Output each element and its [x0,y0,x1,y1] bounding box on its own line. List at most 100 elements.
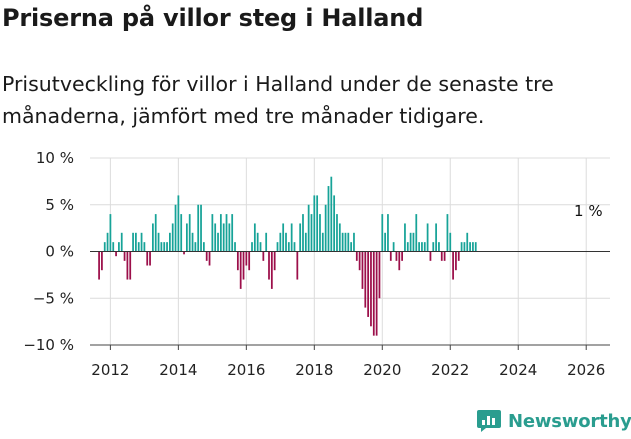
x-tick-label: 2020 [363,361,401,379]
bar [333,195,336,252]
bar [219,214,222,252]
y-tick-label: 5 % [45,196,74,214]
bar [200,204,202,252]
bar [143,242,146,252]
bar [129,251,132,280]
bar [421,242,423,252]
bar [228,223,231,252]
bar [270,251,273,289]
bar [398,251,401,271]
bar [166,242,168,252]
x-tick-label: 2024 [499,361,537,379]
bar [163,242,166,252]
x-tick-label: 2014 [159,361,197,379]
bar [234,242,236,252]
x-tick-label: 2016 [227,361,265,379]
labels: 10 % 5 % 0 % −5 % −10 % 2012 2014 2016 2018 2020 2… [23,149,605,379]
bar [432,242,435,252]
bar [355,251,358,261]
bar [367,251,370,317]
bar [358,251,361,271]
x-tick-label: 2026 [567,361,605,379]
bar [378,251,381,299]
bar [98,251,100,280]
bar [205,251,208,261]
bar [353,232,355,252]
bar [197,204,200,252]
bar [135,232,137,252]
y-tick-label: −10 % [23,336,74,354]
bar [469,242,471,252]
bar [208,251,211,266]
bar [395,251,398,261]
bar [336,214,338,252]
x-tick-label: 2012 [91,361,129,379]
bar [169,232,171,252]
newsworthy-logo-icon [477,410,501,432]
bar [341,232,344,252]
bar [137,242,140,252]
bar [418,242,420,252]
bar [429,251,432,261]
bar [251,242,253,252]
bar [293,242,296,252]
bar [256,232,259,252]
bar [304,232,307,252]
bar [426,223,429,252]
bar [211,214,214,252]
bar [109,214,112,252]
bar [344,232,347,252]
chart-title: Priserna på villor steg i Halland [2,4,424,32]
bar [435,223,437,252]
bar [401,251,403,261]
bar [174,204,177,252]
bar [438,242,440,252]
bar [140,232,143,252]
bar [103,242,106,252]
bar [350,242,353,252]
bar [474,242,477,252]
bar [160,242,163,252]
y-tick-label: 0 % [45,243,74,261]
bar [106,232,109,252]
bar [415,214,418,252]
bar [460,242,463,252]
bar [276,242,279,252]
bar [287,242,290,252]
bar [188,214,191,252]
bar [118,242,120,252]
bar [268,251,270,280]
bar [472,242,474,252]
bar [214,223,217,252]
bar [361,251,364,289]
bar [316,195,319,252]
bar [387,214,389,252]
bars [98,176,477,336]
bar [338,223,341,252]
bar [171,223,174,252]
bar [404,223,406,252]
bar [154,214,157,252]
bar [245,251,248,266]
bar [152,223,154,252]
bar [321,232,324,252]
y-tick-label: −5 % [33,289,74,307]
bar [183,251,185,255]
bar [225,214,228,252]
bar [149,251,151,266]
bar [449,232,452,252]
bar [423,242,426,252]
bar [191,232,194,252]
axes [90,251,610,350]
bar [157,232,160,252]
x-tick-label: 2022 [431,361,469,379]
bar [120,232,123,252]
bar [330,176,333,252]
bar [466,232,469,252]
bar [412,232,415,252]
bar [347,232,350,252]
bar [299,223,302,252]
bar [279,232,282,252]
bar [236,251,239,271]
bar [372,251,375,336]
